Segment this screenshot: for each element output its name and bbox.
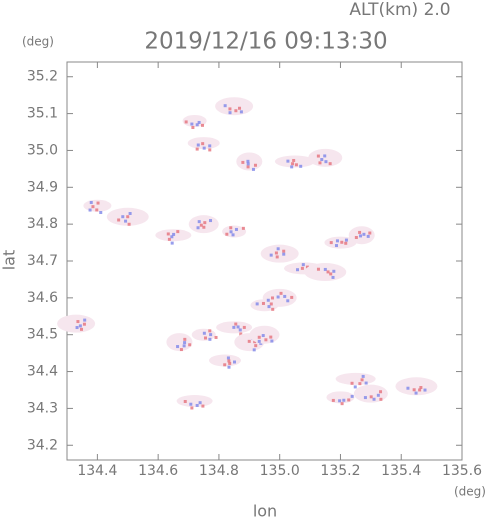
echo-patch — [106, 207, 149, 226]
echo-patch — [209, 354, 241, 369]
echo-patch — [236, 152, 263, 171]
echo-patch — [260, 244, 299, 263]
echo-patch — [83, 199, 112, 215]
echo-patch — [250, 298, 279, 312]
x-axis-label: lon — [253, 502, 277, 521]
x-tick-label: 135.6 — [442, 463, 482, 479]
y-tick-label: 34.9 — [27, 179, 58, 195]
echo-patch — [348, 226, 375, 245]
y-tick-label: 34.2 — [27, 437, 58, 453]
altitude-label: ALT(km) 2.0 — [349, 0, 450, 20]
y-tick-label: 35.1 — [27, 106, 58, 122]
y-tick-label: 34.6 — [27, 290, 58, 306]
echo-patch — [176, 395, 213, 410]
echo-patch — [191, 328, 218, 341]
echo-patch — [182, 114, 207, 130]
echo-patch — [274, 155, 315, 169]
echo-patch — [395, 377, 438, 396]
echo-patch — [335, 372, 376, 389]
echo-patch — [249, 325, 280, 344]
y-unit: (deg) — [22, 35, 54, 49]
y-tick-label: 34.7 — [27, 253, 58, 269]
chart-title: 2019/12/16 09:13:30 — [144, 29, 387, 55]
echo-patch — [188, 215, 219, 234]
echo-patch — [308, 148, 343, 167]
y-tick-label: 34.5 — [27, 327, 58, 343]
x-tick-label: 134.6 — [138, 463, 178, 479]
echo-patch — [155, 229, 192, 245]
y-tick-label: 34.3 — [27, 400, 58, 416]
echo-patch — [216, 321, 253, 336]
y-tick-label: 34.8 — [27, 216, 58, 232]
echo-patch — [304, 263, 347, 282]
echo-patch — [57, 314, 96, 333]
y-axis-label: lat — [0, 250, 19, 271]
echo-patch — [326, 391, 355, 406]
echo-patch — [353, 384, 388, 403]
echo-patch — [324, 236, 357, 249]
x-unit: (deg) — [454, 485, 486, 499]
plot-frame — [66, 61, 463, 461]
echo-patch — [166, 333, 193, 352]
y-tick-label: 35.0 — [27, 142, 58, 158]
y-tick-label: 34.4 — [27, 364, 58, 380]
x-tick-label: 135.0 — [260, 463, 300, 479]
echo-patch — [222, 225, 247, 238]
x-tick-label: 134.8 — [199, 463, 239, 479]
y-tick-label: 35.2 — [27, 69, 58, 85]
echo-patch — [215, 97, 254, 116]
x-tick-label: 135.2 — [320, 463, 360, 479]
x-tick-label: 134.4 — [77, 463, 117, 479]
echo-patch — [187, 137, 220, 152]
x-tick-label: 135.4 — [381, 463, 421, 479]
